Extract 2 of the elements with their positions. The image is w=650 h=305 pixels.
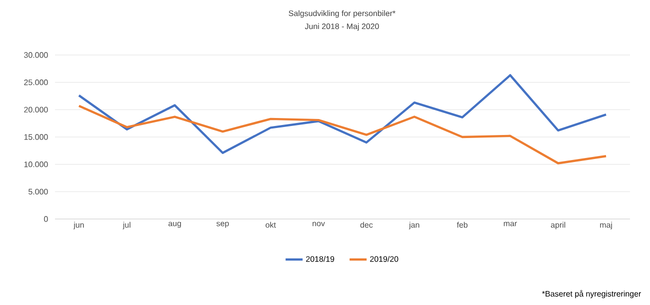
line-series bbox=[78, 74, 608, 154]
line-series bbox=[78, 104, 608, 164]
